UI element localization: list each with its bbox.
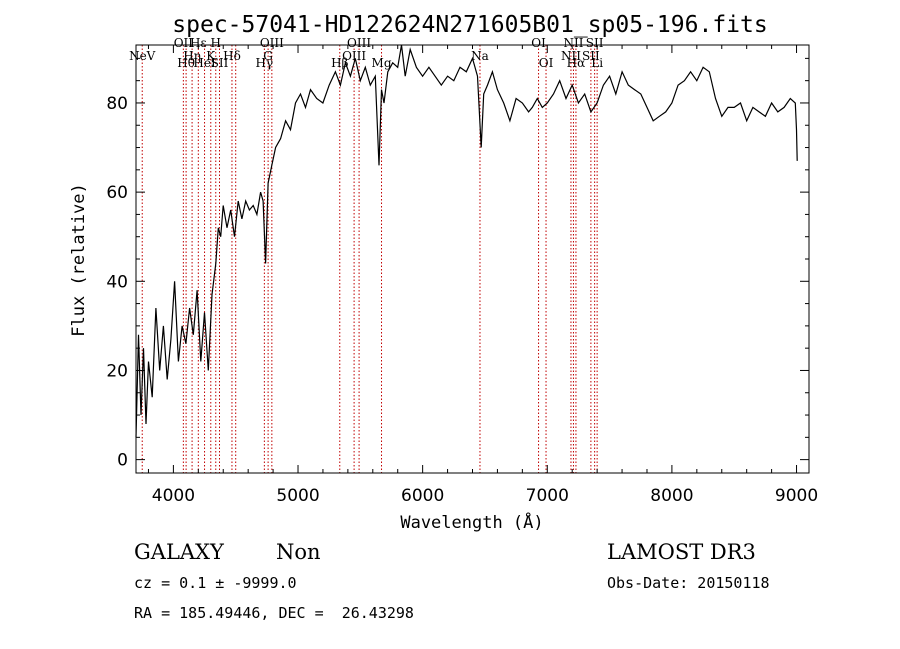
y-axis-label: Flux (relative) (69, 183, 89, 337)
emission-line-label: SII (582, 49, 600, 63)
emission-line-label: OIII (260, 36, 284, 50)
emission-line-label: SII (586, 36, 604, 50)
emission-line-label: OIII (342, 49, 366, 63)
y-tick-label: 20 (106, 361, 128, 381)
emission-line-label: Hγ (256, 56, 274, 70)
x-tick-label: 5000 (276, 486, 319, 506)
emission-line-label: OII (174, 36, 194, 50)
y-tick-label: 60 (106, 183, 128, 203)
emission-line-label: Li (591, 56, 603, 70)
emission-line-label: G (263, 49, 273, 63)
emission-line-label: Mg (372, 56, 392, 70)
emission-line-label: Hδ (223, 49, 241, 63)
chart-title: spec-57041-HD122624N271605B01_sp05-196.f… (172, 12, 767, 38)
emission-line-label: H (211, 36, 221, 50)
x-tick-label: 8000 (650, 486, 693, 506)
emission-line-label: Na (471, 49, 489, 63)
emission-line-label: NII (561, 49, 581, 63)
object-class: GALAXY (134, 540, 224, 564)
x-axis-label: Wavelength (Å) (400, 511, 543, 533)
y-tick-label: 0 (117, 451, 128, 471)
emission-line-label: SII (211, 56, 229, 70)
spectrum-series (135, 44, 798, 438)
emission-line-label: Hθ (177, 56, 195, 70)
redshift-text: cz = 0.1 ± -9999.0 (134, 574, 297, 592)
y-tick-label: 80 (106, 94, 128, 114)
emission-line-label: NII (563, 36, 583, 50)
obs-date-text: Obs-Date: 20150118 (607, 574, 770, 592)
x-axis: 4000 5000 6000 7000 8000 9000 (147, 45, 818, 506)
y-tick-label: 40 (106, 272, 128, 292)
survey-name: LAMOST DR3 (607, 540, 756, 564)
x-tick-label: 6000 (401, 486, 444, 506)
emission-line-label: Hε (190, 36, 207, 50)
y-axis: 0 20 40 60 80 (106, 57, 809, 471)
emission-line-label: OI (531, 36, 546, 50)
emission-line-label: HeI (193, 56, 216, 70)
x-tick-label: 9000 (775, 486, 818, 506)
emission-line-label: K (206, 49, 216, 63)
emission-line-label: OIII (347, 36, 371, 50)
x-tick-label: 4000 (152, 486, 195, 506)
object-subclass: Non (276, 540, 321, 564)
coordinates-text: RA = 185.49446, DEC = 26.43298 (134, 604, 414, 622)
emission-line-label: Hα (567, 56, 586, 70)
emission-line-label: NeV (129, 49, 156, 63)
plot-frame (135, 44, 810, 474)
emission-line-label: Hη (183, 49, 201, 63)
emission-lines-layer (141, 45, 598, 473)
emission-line-label: OI (539, 56, 554, 70)
x-tick-label: 7000 (526, 486, 569, 506)
